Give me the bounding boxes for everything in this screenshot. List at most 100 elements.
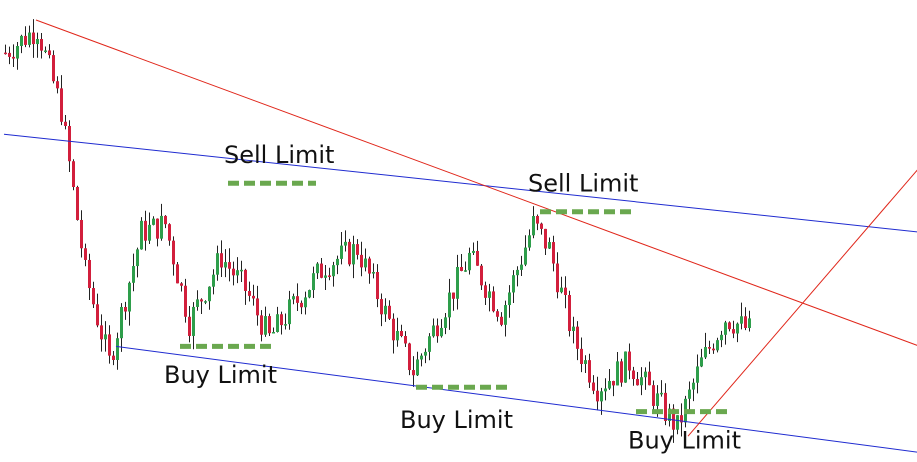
candle-bear (176, 264, 179, 284)
candle-bull (668, 408, 671, 421)
candle-bear (680, 415, 683, 423)
candle-bear (184, 285, 187, 317)
candle-bull (204, 301, 207, 303)
candle-bear (712, 348, 715, 351)
candles-layer (4, 19, 751, 443)
candle-bear (320, 263, 323, 278)
candle-bear (172, 240, 175, 265)
candle-bear (436, 325, 439, 337)
candle-bear (180, 283, 183, 286)
candle-bull (272, 332, 275, 334)
candle-bull (608, 380, 611, 389)
candle-bull (316, 263, 319, 274)
candle-bull (616, 361, 619, 386)
candle-bear (636, 379, 639, 386)
candle-bear (412, 370, 415, 376)
candle-bear (484, 285, 487, 298)
candle-bull (148, 224, 151, 241)
annotation-labels-layer: Sell Limit Buy Limit Buy Limit Sell Limit Bu… (164, 141, 741, 455)
candle-bear (404, 336, 407, 344)
candle-bull (44, 50, 47, 52)
buy-limit-label: Buy Limit (164, 361, 277, 389)
candle-bear (588, 360, 591, 383)
candle-bear (80, 219, 83, 249)
candle-bear (492, 291, 495, 312)
candle-bull (264, 316, 267, 335)
candle-bear (52, 55, 55, 82)
candle-bear (32, 32, 35, 45)
candle-bear (652, 385, 655, 406)
candle-bear (8, 52, 11, 57)
candle-bull (420, 355, 423, 360)
candle-bear (228, 262, 231, 269)
candle-bear (392, 318, 395, 341)
candle-bull (372, 272, 375, 274)
candle-bear (360, 254, 363, 268)
candle-bear (496, 311, 499, 317)
candle-bear (388, 305, 391, 319)
candle-bull (324, 275, 327, 278)
candle-bull (508, 292, 511, 306)
candle-bear (328, 275, 331, 277)
candle-bull (332, 265, 335, 277)
candle-bear (556, 263, 559, 293)
candle-bull (160, 215, 163, 239)
candle-bull (128, 282, 131, 312)
candle-bull (384, 305, 387, 315)
candle-bull (136, 249, 139, 267)
candle-bear (620, 361, 623, 383)
candle-bull (676, 415, 679, 430)
candle-bear (76, 186, 79, 220)
candle-bear (544, 228, 547, 249)
candle-bull (520, 264, 523, 270)
candle-bear (200, 299, 203, 302)
candle-bull (336, 258, 339, 266)
candle-bear (280, 314, 283, 326)
candle-bear (60, 88, 63, 122)
candle-bear (248, 290, 251, 296)
candle-bear (580, 348, 583, 364)
candle-bear (124, 306, 127, 312)
candle-bear (144, 220, 147, 241)
candle-bear (300, 302, 303, 308)
candle-bear (96, 304, 99, 326)
sell-limit-label: Sell Limit (528, 169, 638, 197)
candle-bull (432, 325, 435, 337)
candle-bear (728, 322, 731, 330)
candle-bull (624, 351, 627, 383)
candle-bear (380, 299, 383, 315)
candle-bear (260, 315, 263, 335)
candle-bull (224, 262, 227, 268)
candle-bear (552, 242, 555, 264)
candle-bear (476, 250, 479, 266)
candle-bear (480, 265, 483, 286)
candle-bear (592, 382, 595, 391)
candle-bear (664, 392, 667, 421)
candle-bear (4, 52, 7, 55)
candle-bull (352, 244, 355, 265)
candle-bear (156, 218, 159, 239)
candle-bear (68, 125, 71, 162)
candle-bear (268, 316, 271, 334)
candle-bull (308, 290, 311, 298)
candle-bear (84, 248, 87, 260)
candle-bull (688, 389, 691, 399)
candle-bull (736, 323, 739, 334)
candle-bull (416, 359, 419, 376)
candle-bull (152, 218, 155, 225)
candle-bear (24, 35, 27, 45)
buy-limit-label: Buy Limit (628, 426, 741, 454)
candle-bull (472, 250, 475, 253)
trend-up-line (687, 169, 917, 437)
candle-bull (704, 347, 707, 358)
candle-bear (12, 56, 15, 59)
candle-bear (744, 316, 747, 329)
candle-bull (276, 314, 279, 333)
candle-bull (396, 330, 399, 341)
candle-bull (344, 241, 347, 246)
candle-bear (536, 216, 539, 224)
candle-bull (512, 275, 515, 293)
candle-bull (284, 324, 287, 326)
candle-bull (104, 334, 107, 340)
candle-bull (240, 269, 243, 272)
